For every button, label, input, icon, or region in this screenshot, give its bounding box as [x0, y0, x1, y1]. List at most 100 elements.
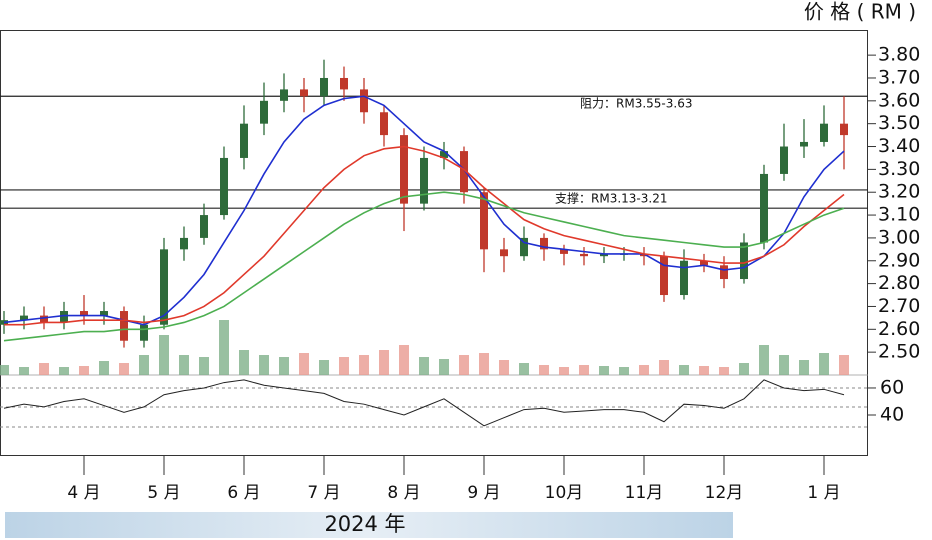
volume-bar: [0, 365, 9, 375]
volume-bar: [279, 357, 289, 375]
volume-bar: [319, 360, 329, 375]
candle-body: [820, 123, 828, 142]
y-tick-label: 3.50: [878, 112, 920, 134]
volume-bar: [199, 357, 209, 375]
volume-bar: [459, 355, 469, 375]
x-tick-label: 6 月: [227, 483, 260, 503]
candle-body: [720, 265, 728, 280]
volume-bar: [559, 367, 569, 375]
y-tick-label: 2.60: [878, 318, 920, 340]
y-tick-label: 3.00: [878, 226, 920, 248]
volume-bar: [839, 355, 849, 375]
y-tick-label: 2.90: [878, 249, 920, 271]
x-tick-label: 10月: [545, 483, 584, 503]
moving-average: [3, 95, 845, 326]
volume-bar: [139, 355, 149, 375]
y-tick-label: 3.80: [878, 44, 920, 66]
candle-body: [120, 311, 128, 341]
y-tick-label: 60: [880, 376, 904, 398]
volume-bar: [159, 335, 169, 375]
candle-body: [60, 311, 68, 323]
y-tick-label: 3.30: [878, 158, 920, 180]
volume-bar: [819, 353, 829, 375]
volume-bar: [579, 365, 589, 375]
y-tick-label: 3.60: [878, 89, 920, 111]
candle-body: [240, 123, 248, 158]
y-tick-label: 3.10: [878, 204, 920, 226]
x-tick-label: 8 月: [387, 483, 420, 503]
candle-body: [580, 253, 588, 257]
candle-body: [560, 249, 568, 254]
y-tick-label: 2.50: [878, 341, 920, 363]
candle-body: [540, 237, 548, 250]
candle-body: [260, 100, 268, 124]
y-tick-label: 3.70: [878, 66, 920, 88]
volume-bar: [479, 353, 489, 375]
volume-bar: [19, 367, 29, 375]
plot-frame: [0, 30, 868, 456]
volume-bar: [519, 363, 529, 375]
x-tick-label: 4 月: [67, 483, 100, 503]
volume-bar: [219, 320, 229, 375]
volume-bar: [799, 360, 809, 375]
y-tick-label: 3.40: [878, 135, 920, 157]
x-tick-label: 11月: [625, 483, 664, 503]
volume-bar: [379, 350, 389, 375]
volume-bar: [119, 363, 129, 375]
candle-body: [800, 141, 808, 147]
volume-bar: [599, 366, 609, 375]
candle-body: [100, 311, 108, 316]
candle-body: [700, 260, 708, 266]
candle-body: [340, 77, 348, 90]
volume-bar: [299, 353, 309, 375]
volume-bar: [79, 366, 89, 375]
y-tick-label: 40: [880, 404, 904, 426]
candle-body: [200, 215, 208, 238]
candle-body: [520, 237, 528, 257]
volume-bar: [259, 355, 269, 375]
y-tick-label: 3.20: [878, 181, 920, 203]
x-tick-label: 7 月: [307, 483, 340, 503]
volume-bar: [59, 367, 69, 375]
volume-bar: [179, 355, 189, 375]
candle-body: [500, 249, 508, 257]
candle-body: [20, 315, 28, 321]
resistance-annotation: 阻力：RM3.55-3.63: [580, 97, 692, 111]
x-tick-label: 1 月: [807, 483, 840, 503]
candle-body: [380, 112, 388, 136]
candle-body: [600, 253, 608, 257]
candle-body: [360, 89, 368, 113]
volume-bar: [439, 359, 449, 375]
candle-body: [760, 173, 768, 243]
x-tick-label: 12月: [705, 483, 744, 503]
rsi-line: [3, 379, 845, 427]
candle-body: [280, 89, 288, 101]
candle-body: [80, 311, 88, 316]
candle-body: [660, 256, 668, 296]
volume-bar: [239, 350, 249, 375]
year-label: 2024 年: [324, 512, 405, 536]
y-tick-label: 2.70: [878, 295, 920, 317]
candle-body: [220, 157, 228, 216]
candle-body: [780, 146, 788, 174]
volume-bar: [719, 367, 729, 375]
volume-bar: [339, 357, 349, 375]
candle-body: [180, 237, 188, 250]
x-tick-label: 9 月: [467, 483, 500, 503]
volume-bar: [399, 345, 409, 375]
candle-body: [440, 151, 448, 158]
candle-body: [400, 135, 408, 204]
volume-bar: [619, 367, 629, 375]
volume-bar: [419, 357, 429, 375]
candle-body: [460, 151, 468, 193]
support-annotation: 支撑：RM3.13-3.21: [555, 191, 667, 206]
volume-bar: [539, 365, 549, 375]
candle-body: [680, 260, 688, 296]
moving-average: [3, 191, 845, 342]
volume-bar: [759, 345, 769, 375]
volume-bar: [659, 360, 669, 375]
candle-body: [640, 253, 648, 257]
candle-body: [740, 242, 748, 280]
volume-bar: [99, 361, 109, 375]
